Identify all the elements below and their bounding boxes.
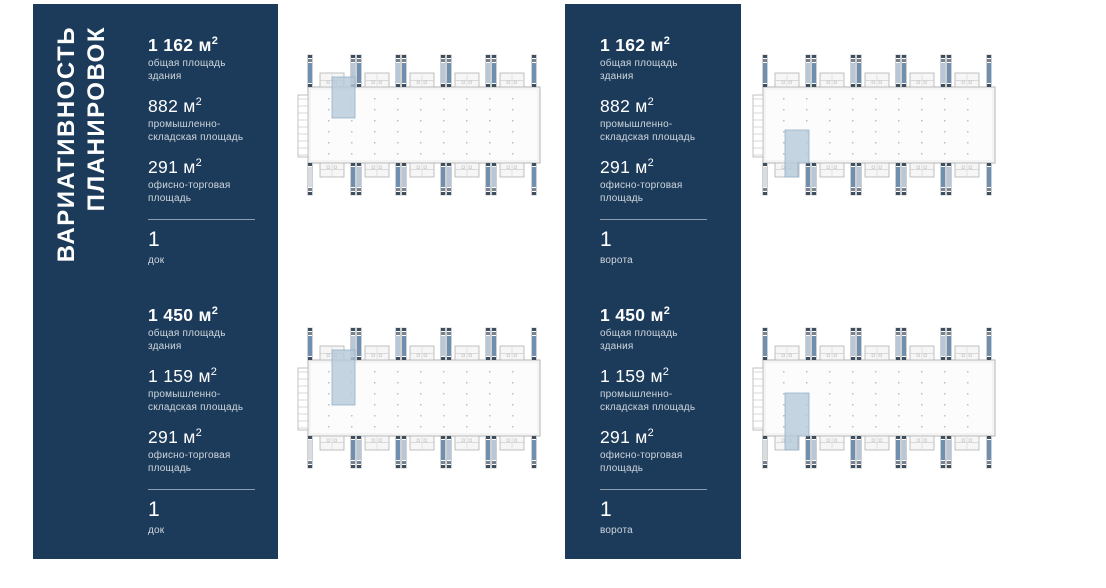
industrial-area-label: промышленно-складская площадь [600,119,696,143]
sq-meter-sup: 2 [211,305,219,318]
office-area-label: офисно-торговая площадь [148,450,231,474]
dock-count-value: 1 [148,498,160,521]
gate-count-value: 1 [600,498,612,521]
gate-count-label: ворота [600,525,633,536]
dock-count-value: 1 [148,228,160,251]
gate-count-value: 1 [600,228,612,251]
office-area-value: 291 м2 [148,427,270,447]
dock-count-label: док [148,525,165,536]
industrial-area-label: промышленно-складская площадь [148,389,244,413]
office-area-number: 291 м [600,427,648,447]
stat-divider [148,219,255,220]
industrial-area-number: 882 м [600,96,648,116]
industrial-area-number: 882 м [148,96,196,116]
sq-meter-sup: 2 [663,305,671,318]
industrial-area-value: 1 159 м2 [600,366,722,386]
total-area-number: 1 450 м [148,305,212,325]
sq-meter-sup: 2 [662,366,670,379]
office-area-number: 291 м [148,157,196,177]
floor-plan-1162-gate [752,54,996,196]
floor-plan-1450-dock [297,327,541,469]
total-area-number: 1 162 м [148,35,212,55]
total-area-value: 1 450 м2 [148,305,270,325]
total-area-label: общая площадь здания [600,58,678,82]
stat-divider [600,219,707,220]
stat-block-1450-dock: 1 450 м2 общая площадь здания 1 159 м2 п… [148,305,270,538]
left-info-panel: ВАРИАТИВНОСТЬ ПЛАНИРОВОК 1 162 м2 общая … [33,4,278,559]
total-area-label: общая площадь здания [600,328,678,352]
page-title-line-2: ПЛАНИРОВОК [83,26,110,212]
sq-meter-sup: 2 [211,35,219,48]
total-area-value: 1 162 м2 [600,35,722,55]
total-area-value: 1 162 м2 [148,35,270,55]
sq-meter-sup: 2 [663,35,671,48]
industrial-area-value: 882 м2 [600,96,722,116]
total-area-number: 1 450 м [600,305,664,325]
industrial-area-value: 882 м2 [148,96,270,116]
sq-meter-sup: 2 [195,157,203,170]
floor-plan-1450-gate [752,327,996,469]
office-area-number: 291 м [600,157,648,177]
stat-block-1162-gate: 1 162 м2 общая площадь здания 882 м2 про… [600,35,722,268]
office-area-number: 291 м [148,427,196,447]
industrial-area-label: промышленно-складская площадь [600,389,696,413]
total-area-value: 1 450 м2 [600,305,722,325]
stat-block-1162-dock: 1 162 м2 общая площадь здания 882 м2 про… [148,35,270,268]
total-area-label: общая площадь здания [148,328,226,352]
total-area-label: общая площадь здания [148,58,226,82]
industrial-area-number: 1 159 м [148,366,211,386]
gate-count-label: ворота [600,255,633,266]
office-area-value: 291 м2 [600,157,722,177]
sq-meter-sup: 2 [195,427,203,440]
right-info-panel: 1 162 м2 общая площадь здания 882 м2 про… [565,4,741,559]
stat-divider [148,489,255,490]
sq-meter-sup: 2 [195,96,203,109]
total-area-number: 1 162 м [600,35,664,55]
stat-block-1450-gate: 1 450 м2 общая площадь здания 1 159 м2 п… [600,305,722,538]
sq-meter-sup: 2 [647,157,655,170]
industrial-area-value: 1 159 м2 [148,366,270,386]
dock-count-label: док [148,255,165,266]
page-title-line-1: ВАРИАТИВНОСТЬ [53,26,80,263]
office-area-value: 291 м2 [600,427,722,447]
floor-plan-1162-dock [297,54,541,196]
industrial-area-number: 1 159 м [600,366,663,386]
industrial-area-label: промышленно-складская площадь [148,119,244,143]
page-title: ВАРИАТИВНОСТЬ ПЛАНИРОВОК [52,26,112,266]
office-area-label: офисно-торговая площадь [148,180,231,204]
sq-meter-sup: 2 [647,427,655,440]
sq-meter-sup: 2 [647,96,655,109]
office-area-value: 291 м2 [148,157,270,177]
stat-divider [600,489,707,490]
sq-meter-sup: 2 [210,366,218,379]
office-area-label: офисно-торговая площадь [600,180,683,204]
office-area-label: офисно-торговая площадь [600,450,683,474]
